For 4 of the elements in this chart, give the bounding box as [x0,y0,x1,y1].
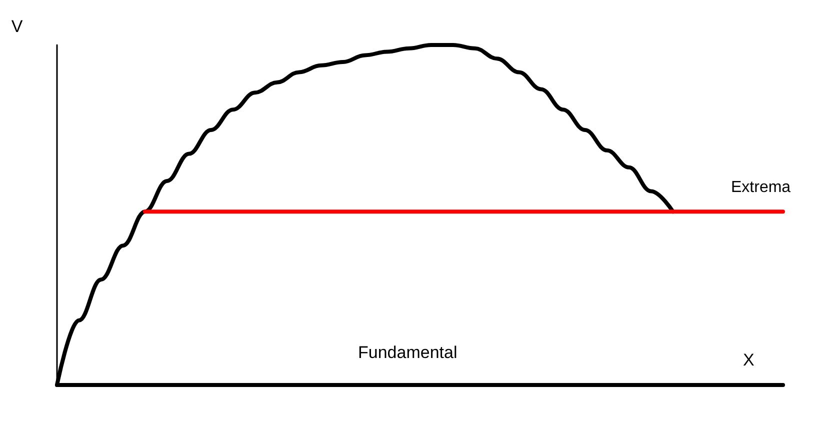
series-label: Extrema [731,179,791,196]
x-axis-title: X [743,350,754,370]
annotation: Fundamental [358,343,458,362]
y-axis-title: V [11,17,24,36]
